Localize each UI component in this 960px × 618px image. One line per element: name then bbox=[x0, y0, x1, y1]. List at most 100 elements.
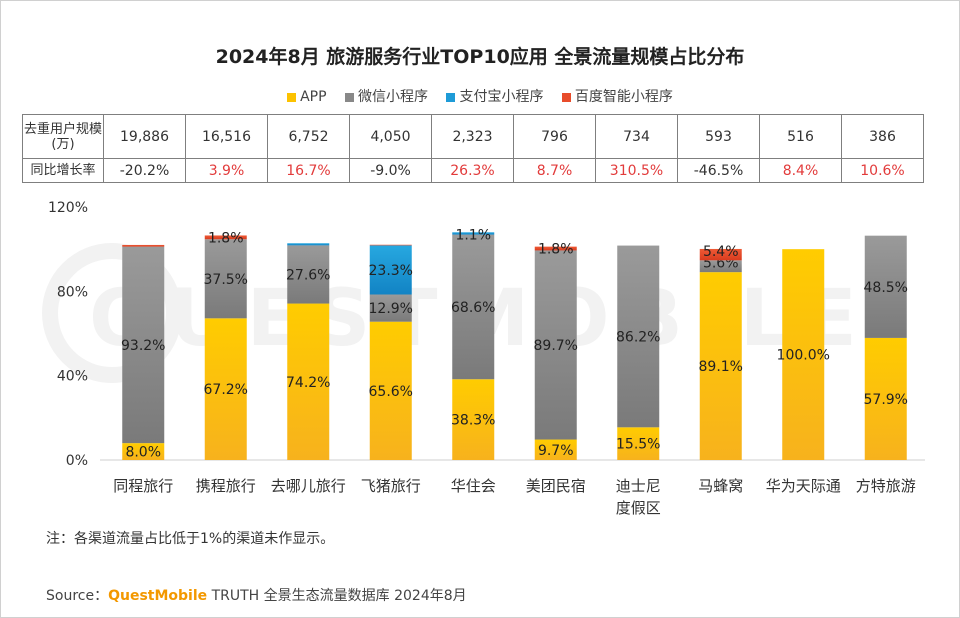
growth-cell: 310.5% bbox=[595, 158, 678, 183]
y-tick-label: 80% bbox=[57, 284, 88, 300]
source-suffix: TRUTH 全景生态流量数据库 2024年8月 bbox=[207, 588, 467, 604]
users-cell: 796 bbox=[513, 114, 596, 159]
x-tick-label: 度假区 bbox=[616, 499, 661, 517]
data-label: 68.6% bbox=[451, 300, 495, 316]
data-label: 8.0% bbox=[125, 445, 161, 461]
data-label: 1.8% bbox=[538, 242, 574, 258]
data-label: 1.1% bbox=[455, 227, 491, 243]
legend-swatch-app bbox=[287, 92, 297, 102]
bar-segment-1 bbox=[122, 246, 165, 444]
users-cell: 2,323 bbox=[431, 114, 514, 159]
growth-cell: 3.9% bbox=[185, 158, 268, 183]
footnote: 注：各渠道流量占比低于1%的渠道未作显示。 bbox=[46, 531, 335, 547]
y-tick-label: 40% bbox=[57, 369, 88, 385]
watermark-logo bbox=[42, 243, 182, 383]
data-label: 67.2% bbox=[204, 382, 248, 398]
bar-segment-2 bbox=[369, 245, 412, 295]
users-cell: 734 bbox=[595, 114, 678, 159]
x-tick-label: 去哪儿旅行 bbox=[271, 477, 346, 495]
bar-segment-3 bbox=[534, 246, 577, 251]
data-label: 15.5% bbox=[616, 437, 660, 453]
bar-segment-1 bbox=[699, 260, 742, 273]
growth-cell: -20.2% bbox=[103, 158, 186, 183]
bar-segment-3 bbox=[122, 244, 165, 247]
growth-cell: 10.6% bbox=[841, 158, 924, 183]
legend-swatch-baidu bbox=[561, 92, 571, 102]
bar-segment-2 bbox=[287, 243, 330, 246]
legend-item-alipay: 支付宝小程序 bbox=[446, 86, 543, 106]
data-label: 38.3% bbox=[451, 413, 495, 429]
data-label: 74.2% bbox=[286, 375, 330, 391]
data-label: 5.4% bbox=[703, 244, 739, 260]
growth-cell: 8.4% bbox=[759, 158, 842, 183]
bar-segment-0 bbox=[452, 379, 495, 460]
x-tick-label: 同程旅行 bbox=[113, 477, 173, 495]
growth-cell: 16.7% bbox=[267, 158, 350, 183]
growth-cell: -9.0% bbox=[349, 158, 432, 183]
stats-table: 去重用户规模(万) 19,886 16,516 6,752 4,050 2,32… bbox=[22, 114, 924, 183]
bar-segment-2 bbox=[452, 232, 495, 235]
data-label: 1.8% bbox=[208, 230, 244, 246]
x-tick-label: 马蜂窝 bbox=[698, 477, 743, 495]
x-tick-label: 迪士尼 bbox=[616, 477, 661, 495]
stats-header-users: 去重用户规模(万) bbox=[22, 114, 104, 159]
bar-segment-1 bbox=[617, 245, 660, 428]
legend: APP 微信小程序 支付宝小程序 百度智能小程序 bbox=[0, 86, 960, 106]
users-cell: 593 bbox=[677, 114, 760, 159]
legend-swatch-alipay bbox=[446, 92, 456, 102]
chart-title: 2024年8月 旅游服务行业TOP10应用 全景流量规模占比分布 bbox=[215, 46, 745, 68]
bar-segment-0 bbox=[782, 249, 825, 460]
bar-segment-1 bbox=[534, 250, 577, 440]
data-label: 100.0% bbox=[777, 348, 830, 364]
legend-swatch-wechat bbox=[345, 92, 354, 102]
data-label: 93.2% bbox=[121, 338, 165, 354]
users-cell: 386 bbox=[841, 114, 924, 159]
bar-segment-1 bbox=[452, 234, 495, 380]
data-label: 65.6% bbox=[369, 384, 413, 400]
bar-segment-1 bbox=[369, 294, 412, 322]
data-label: 57.9% bbox=[864, 392, 908, 408]
bar-segment-0 bbox=[369, 321, 412, 460]
users-cell: 16,516 bbox=[185, 114, 268, 159]
y-tick-label: 120% bbox=[48, 200, 88, 216]
legend-label-baidu: 百度智能小程序 bbox=[574, 89, 673, 105]
legend-label-alipay: 支付宝小程序 bbox=[459, 89, 544, 105]
x-tick-label: 飞猪旅行 bbox=[361, 477, 421, 495]
x-tick-label: 方特旅游 bbox=[856, 477, 916, 495]
x-tick-label: 华为天际通 bbox=[766, 477, 841, 495]
bar-segment-3 bbox=[369, 244, 412, 246]
stats-row-growth: 同比增长率 -20.2% 3.9% 16.7% -9.0% 26.3% 8.7%… bbox=[22, 158, 924, 183]
x-tick-label: 华住会 bbox=[451, 477, 496, 495]
source-line: Source：QuestMobile TRUTH 全景生态流量数据库 2024年… bbox=[46, 585, 467, 605]
x-tick-label: 美团民宿 bbox=[526, 477, 586, 495]
bar-segment-0 bbox=[287, 303, 330, 460]
stats-header-growth: 同比增长率 bbox=[22, 158, 104, 183]
bar-segment-1 bbox=[204, 239, 247, 319]
data-label: 9.7% bbox=[538, 443, 574, 459]
y-tick-label: 0% bbox=[66, 453, 88, 469]
bar-segment-3 bbox=[204, 235, 247, 240]
data-label: 23.3% bbox=[369, 263, 413, 279]
legend-item-baidu: 百度智能小程序 bbox=[561, 86, 673, 106]
data-label: 86.2% bbox=[616, 329, 660, 345]
source-brand: QuestMobile bbox=[108, 588, 208, 604]
data-label: 89.1% bbox=[699, 359, 743, 375]
stacked-bar-chart: QUESTMOBILE0%40%80%120%8.0%93.2%同程旅行67.2… bbox=[42, 200, 925, 517]
legend-label-app: APP bbox=[300, 89, 327, 105]
bar-segment-3 bbox=[699, 248, 742, 261]
growth-cell: -46.5% bbox=[677, 158, 760, 183]
bar-segment-1 bbox=[864, 235, 907, 338]
data-label: 89.7% bbox=[534, 338, 578, 354]
data-label: 48.5% bbox=[864, 280, 908, 296]
bar-segment-1 bbox=[287, 245, 330, 304]
users-cell: 516 bbox=[759, 114, 842, 159]
legend-label-wechat: 微信小程序 bbox=[358, 89, 428, 105]
bar-segment-0 bbox=[204, 318, 247, 460]
bar-segment-0 bbox=[534, 439, 577, 460]
stats-row-users: 去重用户规模(万) 19,886 16,516 6,752 4,050 2,32… bbox=[22, 114, 924, 159]
users-cell: 4,050 bbox=[349, 114, 432, 159]
growth-cell: 26.3% bbox=[431, 158, 514, 183]
data-label: 27.6% bbox=[286, 267, 330, 283]
legend-item-app: APP bbox=[287, 89, 327, 105]
bar-segment-0 bbox=[699, 272, 742, 460]
